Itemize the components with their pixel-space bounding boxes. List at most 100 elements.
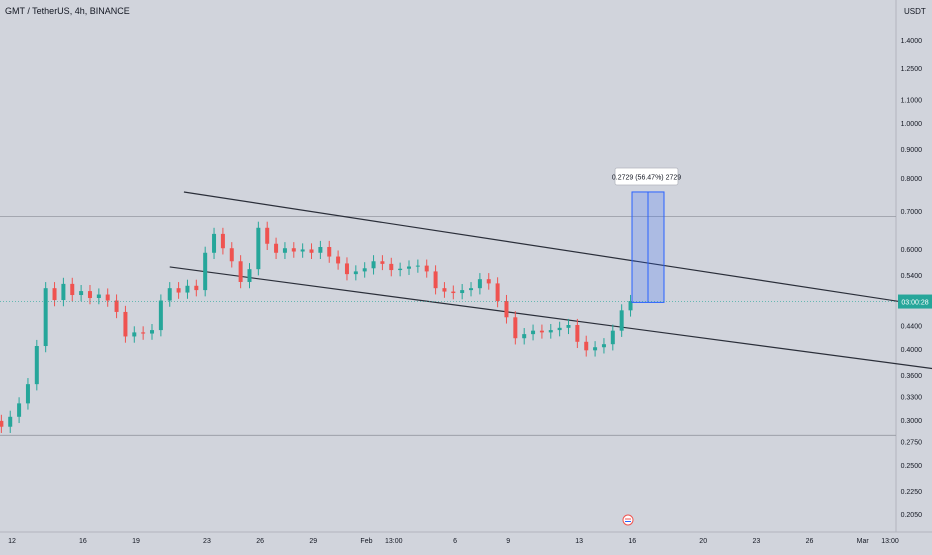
y-tick-label: 0.2050: [901, 512, 923, 519]
candle-body: [389, 263, 394, 271]
candle-body: [141, 332, 146, 334]
x-tick-label: 26: [256, 538, 264, 545]
candle-body: [185, 285, 190, 293]
candle-body: [194, 285, 199, 291]
measure-label: 0.2729 (56.47%) 2729: [612, 175, 681, 182]
measure-label-box: [614, 167, 679, 186]
y-tick-label: 0.9000: [901, 147, 923, 154]
candle-body: [362, 268, 367, 272]
x-tick-label: Feb: [360, 538, 372, 545]
candle-body: [566, 325, 571, 328]
candle-body: [300, 249, 305, 252]
candle-body: [52, 288, 57, 301]
candle-body: [87, 291, 92, 299]
candle-body: [371, 261, 376, 269]
x-tick-label: 13:00: [881, 538, 899, 545]
candle-body: [353, 271, 358, 275]
candle-body: [212, 233, 217, 253]
candle-body: [610, 330, 615, 345]
x-tick-label: 23: [203, 538, 211, 545]
candle-body: [167, 288, 172, 301]
candle-body: [469, 288, 474, 291]
candle-body: [406, 266, 411, 269]
candle-body: [575, 325, 580, 342]
candle-body: [265, 227, 270, 244]
candle-body: [557, 327, 562, 331]
candle-body: [539, 330, 544, 333]
channel-upper-line: [183, 191, 932, 308]
candle-body: [8, 416, 13, 427]
candle-body: [442, 288, 447, 292]
y-tick-label: 0.7000: [901, 209, 923, 216]
y-tick-label: 0.2500: [901, 463, 923, 470]
x-tick-label: 23: [752, 538, 760, 545]
candle-body: [17, 403, 22, 417]
candle-body: [344, 263, 349, 275]
x-tick-label: 16: [628, 538, 636, 545]
price-unit-label: USDT: [904, 7, 926, 16]
current-price-label: 03:00:28: [901, 300, 928, 307]
candle-body: [504, 301, 509, 318]
candle-body: [238, 261, 243, 282]
candle-body: [34, 346, 39, 385]
candle-body: [336, 256, 341, 264]
x-tick-label: 16: [79, 538, 87, 545]
candle-body: [25, 384, 30, 404]
candle-body: [495, 283, 500, 302]
y-tick-label: 1.4000: [901, 38, 923, 45]
candle-body: [158, 300, 163, 331]
candle-body: [96, 294, 101, 299]
candle-body: [424, 265, 429, 272]
candle-body: [70, 283, 75, 296]
candle-body: [79, 291, 84, 296]
candle-body: [601, 344, 606, 348]
candle-body: [460, 290, 465, 294]
current-price-badge: [898, 294, 932, 309]
candle-body: [548, 330, 553, 333]
candle-body: [628, 301, 633, 311]
candle-body: [291, 248, 296, 252]
candle-body: [415, 265, 420, 267]
candle-body: [318, 246, 323, 253]
candle-body: [584, 341, 589, 351]
y-tick-label: 0.3300: [901, 395, 923, 402]
candle-body: [247, 269, 252, 282]
candle-body: [619, 310, 624, 331]
candle-body: [309, 249, 314, 253]
x-tick-label: 26: [806, 538, 814, 545]
candle-body: [0, 420, 4, 427]
candle-body: [150, 330, 155, 334]
candle-body: [282, 248, 287, 253]
x-tick-label: Mar: [857, 538, 870, 545]
y-tick-label: 0.3000: [901, 418, 923, 425]
x-tick-label: 13:00: [385, 538, 403, 545]
candle-body: [220, 233, 225, 249]
candle-body: [114, 300, 119, 312]
candle-body: [229, 248, 234, 262]
y-tick-label: 0.4400: [901, 324, 923, 331]
y-tick-label: 0.6000: [901, 247, 923, 254]
candle-body: [274, 243, 279, 253]
symbol-title: GMT / TetherUS, 4h, BINANCE: [5, 6, 130, 16]
y-tick-label: 0.3600: [901, 373, 923, 380]
candle-body: [593, 347, 598, 351]
candle-body: [531, 330, 536, 335]
candle-body: [380, 261, 385, 264]
event-flag-icon: [622, 514, 634, 526]
y-tick-label: 0.8000: [901, 176, 923, 183]
y-tick-label: 1.2500: [901, 66, 923, 73]
candle-body: [105, 294, 110, 301]
candle-body: [486, 279, 491, 284]
x-tick-label: 13: [575, 538, 583, 545]
y-tick-label: 1.0000: [901, 121, 923, 128]
y-tick-label: 0.2750: [901, 440, 923, 447]
candle-body: [433, 271, 438, 289]
candle-body: [43, 288, 48, 347]
x-tick-label: 9: [506, 538, 510, 545]
candle-body: [513, 317, 518, 339]
x-tick-label: 19: [132, 538, 140, 545]
candle-body: [132, 332, 137, 337]
candle-body: [398, 268, 403, 271]
candle-body: [176, 288, 181, 293]
